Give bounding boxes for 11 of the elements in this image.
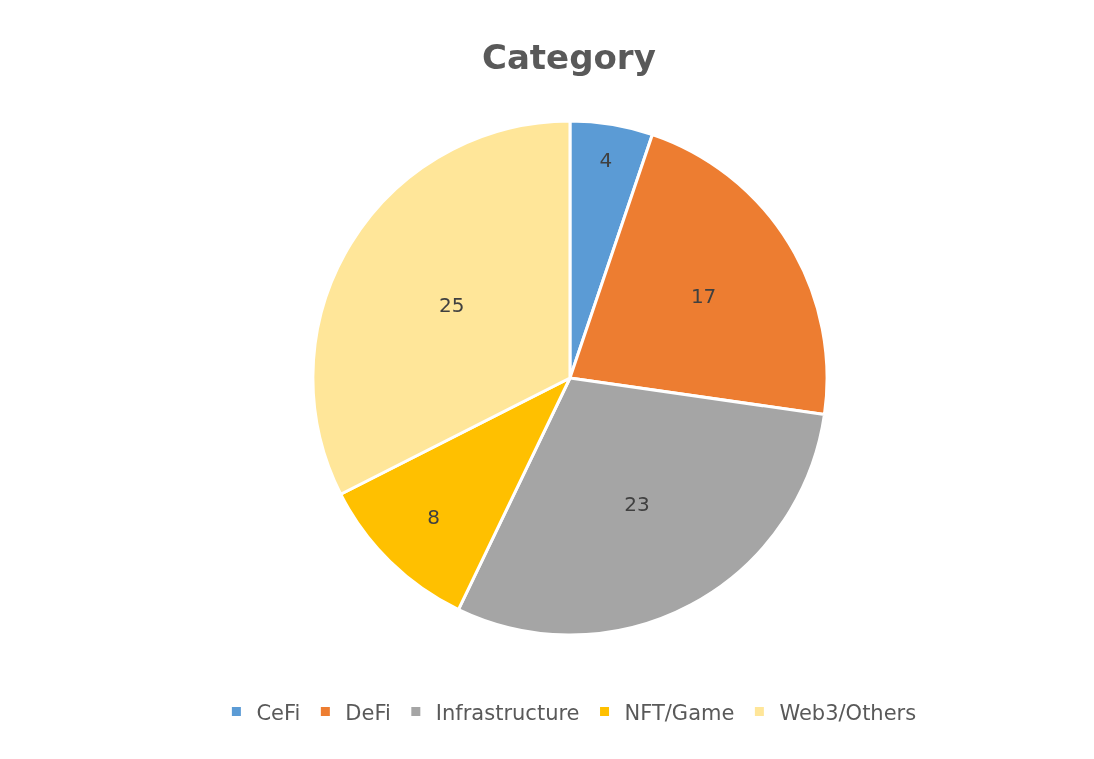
data-label: 8 [427, 505, 441, 530]
data-label: 25 [438, 293, 465, 318]
legend-label: Web3/Others [779, 700, 917, 725]
chart-title: Category [481, 36, 656, 77]
legend-label: DeFi [345, 700, 391, 725]
legend-label: NFT/Game [624, 700, 735, 725]
data-label: 23 [624, 491, 650, 516]
data-label: 4 [599, 147, 613, 172]
legend-label: Infrastructure [435, 700, 580, 725]
legend-label: CeFi [256, 700, 301, 725]
data-label: 17 [690, 283, 717, 308]
